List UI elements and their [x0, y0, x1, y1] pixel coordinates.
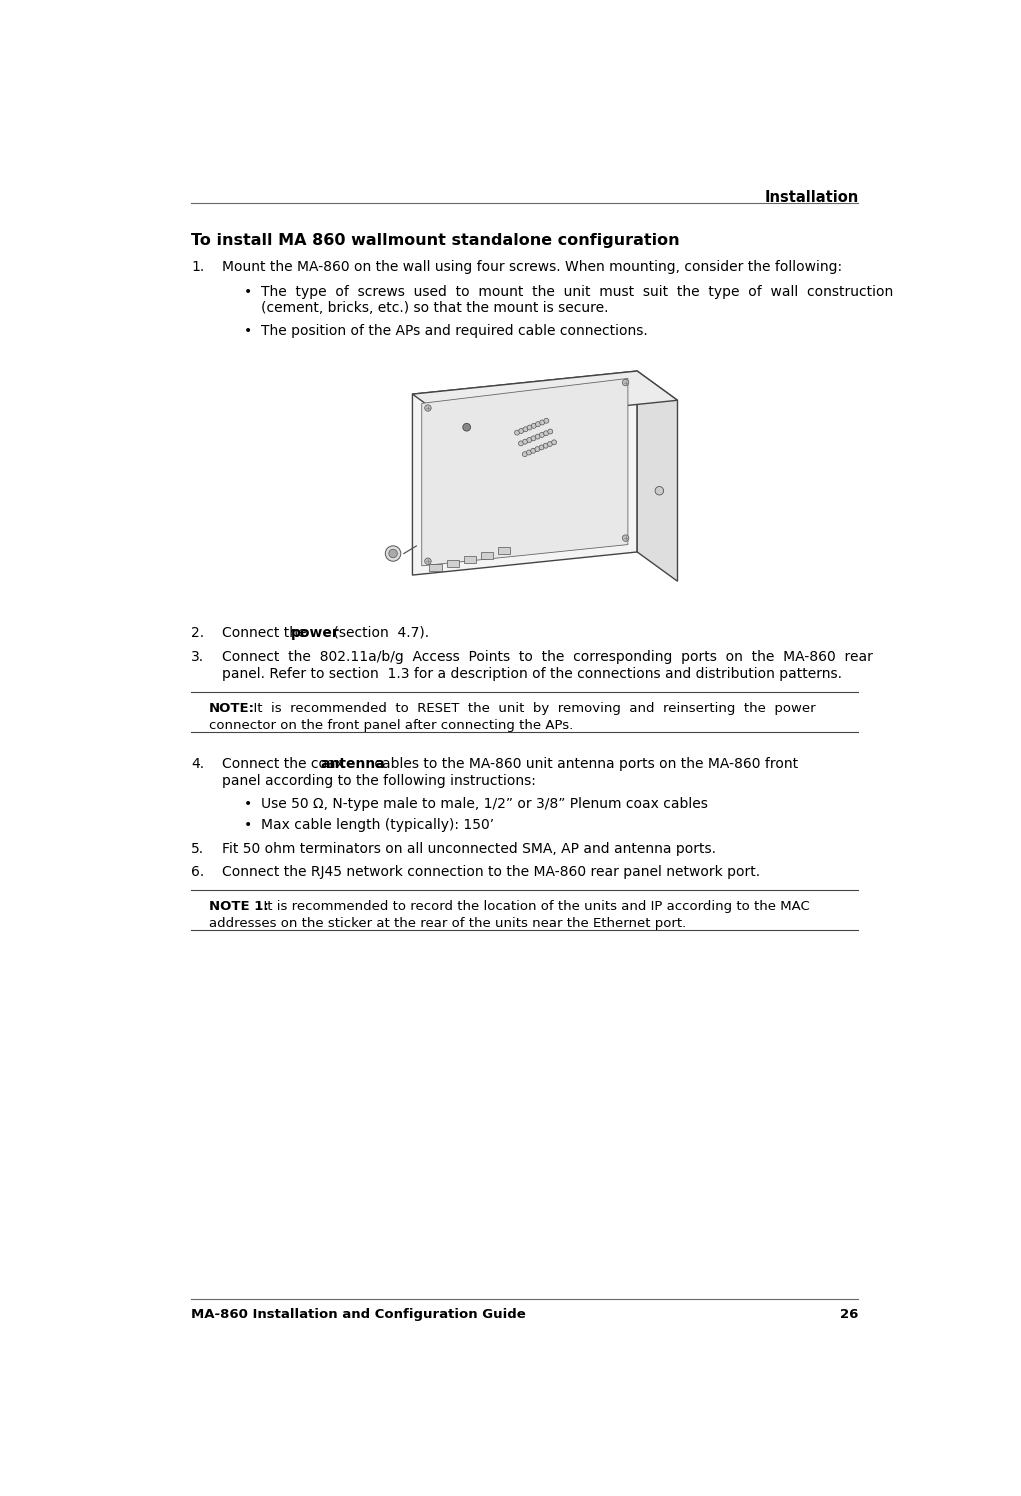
Circle shape [531, 423, 536, 428]
Text: connector on the front panel after connecting the APs.: connector on the front panel after conne… [209, 720, 573, 732]
Circle shape [539, 444, 544, 450]
Text: •: • [244, 797, 252, 811]
Text: NOTE 1:: NOTE 1: [209, 901, 269, 914]
Text: 26: 26 [840, 1309, 859, 1321]
Text: 4.: 4. [191, 757, 204, 770]
Circle shape [523, 440, 528, 444]
Text: 5.: 5. [191, 842, 204, 856]
Text: 6.: 6. [191, 865, 204, 878]
Circle shape [425, 405, 431, 411]
Circle shape [389, 549, 397, 558]
Circle shape [531, 449, 536, 453]
Circle shape [623, 380, 629, 386]
Circle shape [535, 434, 540, 440]
Text: •: • [244, 284, 252, 299]
Circle shape [543, 431, 548, 435]
Circle shape [463, 423, 471, 431]
Circle shape [535, 447, 540, 452]
Circle shape [655, 486, 664, 495]
FancyBboxPatch shape [446, 560, 458, 567]
Polygon shape [412, 371, 637, 574]
Text: panel according to the following instructions:: panel according to the following instruc… [223, 773, 536, 788]
Text: Connect  the  802.11a/b/g  Access  Points  to  the  corresponding  ports  on  th: Connect the 802.11a/b/g Access Points to… [223, 651, 873, 664]
Circle shape [544, 419, 549, 423]
Circle shape [515, 431, 520, 435]
Polygon shape [422, 378, 628, 565]
Circle shape [543, 443, 548, 449]
Circle shape [519, 428, 524, 434]
Text: Connect the RJ45 network connection to the MA-860 rear panel network port.: Connect the RJ45 network connection to t… [223, 865, 761, 878]
FancyBboxPatch shape [481, 552, 493, 558]
Circle shape [519, 441, 524, 446]
Circle shape [527, 437, 532, 443]
Circle shape [547, 429, 552, 434]
Circle shape [623, 536, 629, 542]
Circle shape [527, 450, 532, 455]
Circle shape [547, 441, 552, 446]
Circle shape [425, 558, 431, 564]
Text: (cement, bricks, etc.) so that the mount is secure.: (cement, bricks, etc.) so that the mount… [261, 301, 609, 316]
Text: Max cable length (typically): 150’: Max cable length (typically): 150’ [261, 818, 494, 832]
Text: panel. Refer to section  1.3 for a description of the connections and distributi: panel. Refer to section 1.3 for a descri… [223, 667, 842, 681]
Text: •: • [244, 325, 252, 338]
Text: The  type  of  screws  used  to  mount  the  unit  must  suit  the  type  of  wa: The type of screws used to mount the uni… [261, 284, 893, 299]
Circle shape [385, 546, 401, 561]
Text: Connect the coax: Connect the coax [223, 757, 348, 770]
Polygon shape [637, 371, 678, 582]
Text: It  is  recommended  to  RESET  the  unit  by  removing  and  reinserting  the  : It is recommended to RESET the unit by r… [245, 703, 816, 715]
Text: Installation: Installation [764, 190, 859, 205]
Circle shape [535, 422, 540, 426]
Circle shape [523, 452, 527, 456]
Text: NOTE:: NOTE: [209, 703, 255, 715]
Text: Connect the: Connect the [223, 625, 311, 639]
Text: Use 50 Ω, N-type male to male, 1/2” or 3/8” Plenum coax cables: Use 50 Ω, N-type male to male, 1/2” or 3… [261, 797, 708, 811]
Text: cables to the MA-860 unit antenna ports on the MA-860 front: cables to the MA-860 unit antenna ports … [371, 757, 798, 770]
Text: 1.: 1. [191, 260, 204, 274]
Circle shape [531, 435, 536, 441]
Text: antenna: antenna [320, 757, 385, 770]
FancyBboxPatch shape [430, 564, 442, 571]
Text: 2.: 2. [191, 625, 204, 639]
Text: Mount the MA-860 on the wall using four screws. When mounting, consider the foll: Mount the MA-860 on the wall using four … [223, 260, 842, 274]
Text: Fit 50 ohm terminators on all unconnected SMA, AP and antenna ports.: Fit 50 ohm terminators on all unconnecte… [223, 842, 716, 856]
Text: To install MA 860 wallmount standalone configuration: To install MA 860 wallmount standalone c… [191, 233, 680, 248]
Circle shape [523, 426, 528, 432]
Polygon shape [412, 371, 678, 423]
FancyBboxPatch shape [497, 548, 510, 555]
Text: (section  4.7).: (section 4.7). [329, 625, 429, 639]
Text: •: • [244, 818, 252, 832]
FancyBboxPatch shape [464, 557, 476, 562]
Text: 3.: 3. [191, 651, 204, 664]
Text: MA-860 Installation and Configuration Guide: MA-860 Installation and Configuration Gu… [191, 1309, 526, 1321]
Circle shape [540, 420, 544, 425]
Text: power: power [291, 625, 340, 639]
Text: addresses on the sticker at the rear of the units near the Ethernet port.: addresses on the sticker at the rear of … [209, 917, 686, 931]
Text: It is recommended to record the location of the units and IP according to the MA: It is recommended to record the location… [255, 901, 810, 914]
Circle shape [551, 440, 556, 444]
Circle shape [539, 432, 544, 437]
Circle shape [527, 425, 532, 429]
Text: The position of the APs and required cable connections.: The position of the APs and required cab… [261, 325, 647, 338]
